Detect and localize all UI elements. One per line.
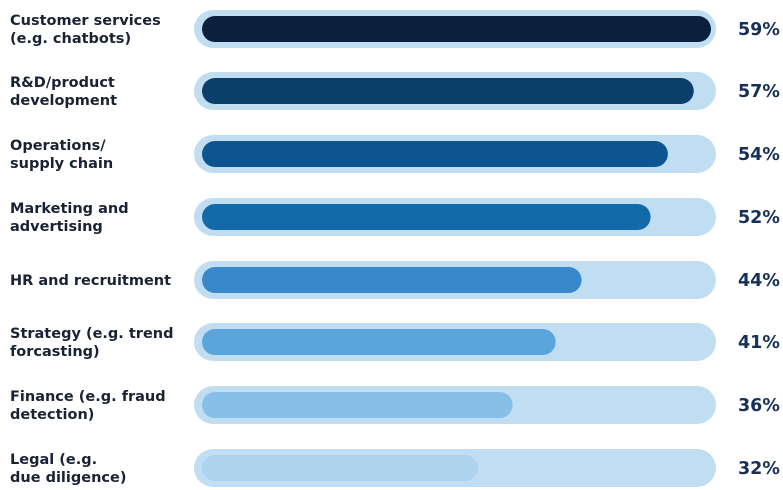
- category-label: HR and recruitment: [10, 273, 171, 289]
- category-label-line: Marketing and: [10, 201, 129, 217]
- bar: [202, 267, 582, 293]
- category-label-line: due diligence): [10, 470, 126, 486]
- value-label: 32%: [738, 459, 780, 479]
- bar: [202, 329, 556, 355]
- category-label-line: Legal (e.g.: [10, 452, 97, 468]
- bar: [202, 455, 479, 481]
- category-label-line: supply chain: [10, 156, 113, 172]
- category-label-line: (e.g. chatbots): [10, 31, 131, 47]
- bar: [202, 141, 668, 167]
- category-label-line: Operations/: [10, 138, 106, 154]
- category-label: Operations/supply chain: [10, 138, 113, 172]
- category-label-line: Finance (e.g. fraud: [10, 389, 166, 405]
- value-label: 44%: [738, 271, 780, 291]
- bar: [202, 16, 711, 42]
- bar: [202, 204, 651, 230]
- category-label-line: forcasting): [10, 344, 100, 360]
- category-label: R&D/product development: [10, 75, 117, 109]
- category-label: Marketing and advertising: [10, 201, 129, 235]
- value-label: 41%: [738, 333, 780, 353]
- category-label: Strategy (e.g. trend forcasting): [10, 326, 173, 360]
- category-label-line: R&D/product: [10, 75, 115, 91]
- bar: [202, 392, 513, 418]
- category-label-line: Strategy (e.g. trend: [10, 326, 173, 342]
- category-label: Customer services (e.g. chatbots): [10, 13, 161, 47]
- value-label: 54%: [738, 145, 780, 165]
- value-label: 59%: [738, 20, 780, 40]
- category-label-line: advertising: [10, 219, 103, 235]
- category-label: Legal (e.g. due diligence): [10, 452, 126, 486]
- category-label-line: HR and recruitment: [10, 273, 171, 289]
- category-label-line: detection): [10, 407, 94, 423]
- bar: [202, 78, 694, 104]
- category-label: Finance (e.g. fraud detection): [10, 389, 166, 423]
- value-label: 57%: [738, 82, 780, 102]
- value-label: 36%: [738, 396, 780, 416]
- category-label-line: Customer services: [10, 13, 161, 29]
- category-label-line: development: [10, 93, 117, 109]
- value-label: 52%: [738, 208, 780, 228]
